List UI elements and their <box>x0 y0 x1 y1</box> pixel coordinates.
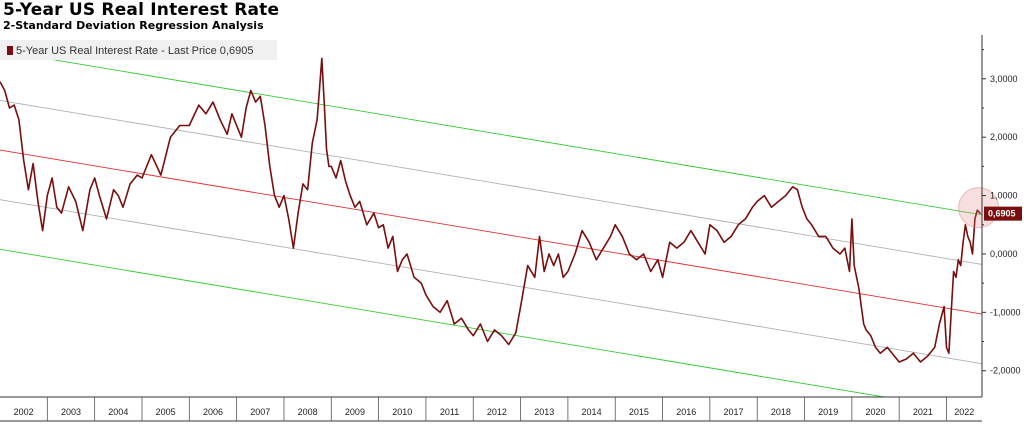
x-tick-label: 2020 <box>866 407 886 417</box>
x-tick-label: 2008 <box>298 407 318 417</box>
last-price-label: 0,6905 <box>988 209 1016 219</box>
upper-1sd-line <box>0 99 982 265</box>
axes: 3,0000 2,0000 1,0000 0,0000 -1,0000 -2,0000 20… <box>0 35 1022 422</box>
lower-2sd-line <box>0 248 887 397</box>
x-tick-label: 2021 <box>913 407 933 417</box>
regression-line <box>0 149 982 315</box>
x-tick-label: 2016 <box>676 407 696 417</box>
x-tick-label: 2010 <box>392 407 412 417</box>
legend-label: 5-Year US Real Interest Rate - Last Pric… <box>16 45 253 57</box>
x-tick-label: 2009 <box>345 407 365 417</box>
series-line-0 <box>0 57 982 363</box>
x-tick-label: 2012 <box>487 407 507 417</box>
y-tick-label: -1,0000 <box>990 307 1021 317</box>
x-tick-label: 2017 <box>724 407 744 417</box>
chart-subtitle: 2-Standard Deviation Regression Analysis <box>3 19 264 32</box>
y-tick-label: 1,0000 <box>990 191 1018 201</box>
y-tick-label: -2,0000 <box>990 366 1021 376</box>
y-tick-label: 0,0000 <box>990 249 1018 259</box>
series-group <box>0 57 982 363</box>
x-tick-label: 2004 <box>108 407 128 417</box>
lower-1sd-line <box>0 199 982 365</box>
x-tick-label: 2011 <box>440 407 459 417</box>
x-tick-label: 2018 <box>771 407 791 417</box>
legend-background <box>0 40 277 60</box>
last-price-tag <box>984 206 1022 221</box>
legend-swatch <box>7 46 13 55</box>
y-tick-label: 3,0000 <box>990 74 1018 84</box>
x-tick-label: 2015 <box>629 407 649 417</box>
y-tick-label: 2,0000 <box>990 132 1018 142</box>
chart-title: 5-Year US Real Interest Rate <box>3 0 280 20</box>
x-tick-label: 2002 <box>14 407 34 417</box>
x-tick-label: 2014 <box>582 407 602 417</box>
upper-2sd-line <box>0 50 982 216</box>
regression-bands <box>0 50 982 397</box>
x-tick-label: 2006 <box>203 407 223 417</box>
x-tick-label: 2003 <box>61 407 81 417</box>
legend: 5-Year US Real Interest Rate - Last Pric… <box>0 40 277 60</box>
x-tick-label: 2005 <box>156 407 176 417</box>
x-tick-label: 2013 <box>534 407 554 417</box>
x-tick-label: 2007 <box>250 407 270 417</box>
x-tick-label: 2022 <box>954 407 974 417</box>
x-tick-label: 2019 <box>818 407 838 417</box>
